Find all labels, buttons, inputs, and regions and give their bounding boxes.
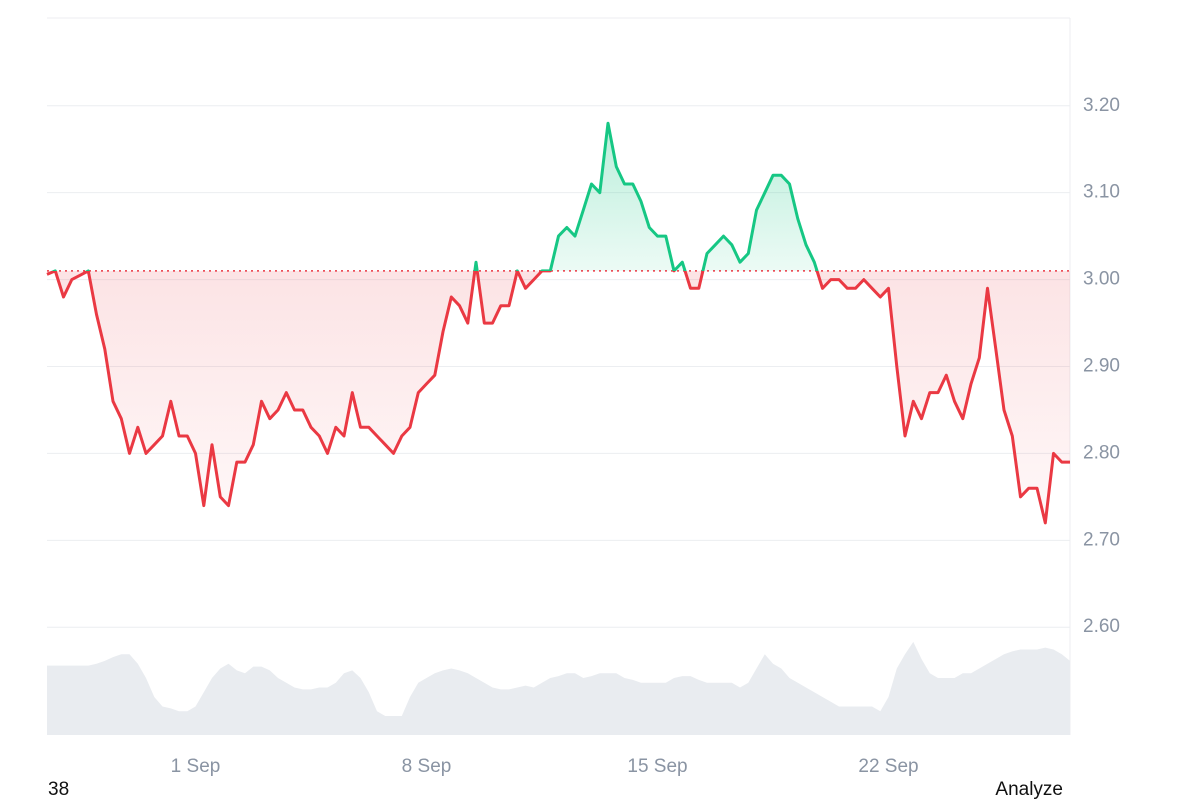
x-tick-label: 15 Sep (627, 756, 687, 777)
price-line (46, 121, 1070, 525)
y-tick-label: 2.60 (1083, 616, 1120, 637)
x-tick-label: 8 Sep (402, 756, 452, 777)
footer-left: 38 (48, 779, 69, 800)
y-tick-label: 2.70 (1083, 529, 1120, 550)
y-tick-label: 3.10 (1083, 182, 1120, 203)
y-tick-label: 3.00 (1083, 269, 1120, 290)
footer-right[interactable]: Analyze (995, 779, 1063, 800)
y-tick-label: 3.20 (1083, 95, 1120, 116)
x-tick-label: 22 Sep (858, 756, 918, 777)
x-tick-label: 1 Sep (171, 756, 221, 777)
y-tick-label: 2.90 (1083, 356, 1120, 377)
y-tick-label: 2.80 (1083, 442, 1120, 463)
volume-area (47, 641, 1070, 735)
price-area (47, 123, 1070, 523)
